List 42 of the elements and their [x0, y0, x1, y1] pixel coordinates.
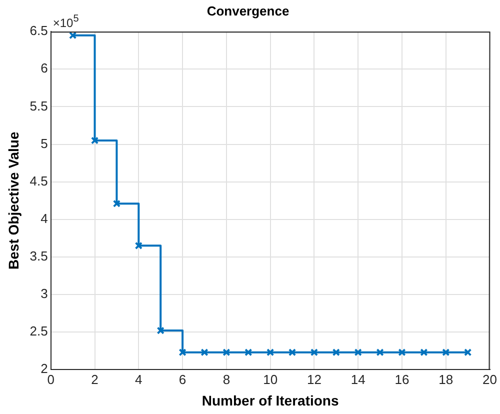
- point: [354, 348, 362, 356]
- x-axis-title: Number of Iterations: [202, 392, 339, 408]
- x-tick-label: 6: [178, 372, 186, 387]
- x-tick-label: 12: [306, 372, 322, 387]
- x-tick-label: 10: [263, 372, 278, 387]
- x-tick-label: 4: [135, 372, 142, 387]
- point: [266, 348, 274, 356]
- point: [420, 348, 428, 356]
- point: [178, 348, 186, 356]
- point: [376, 348, 384, 356]
- point: [398, 348, 406, 356]
- point: [222, 348, 230, 356]
- y-tick-label: 3.5: [30, 248, 48, 264]
- y-tick-label: 5: [40, 136, 48, 151]
- y-tick-label: 6.5: [30, 23, 48, 38]
- x-tick-label: 8: [222, 372, 230, 387]
- x-tick-label: 2: [91, 372, 98, 387]
- x-tick-label: 14: [350, 372, 366, 387]
- chart-title: Convergence: [206, 3, 290, 18]
- y-tick-label: 2: [40, 361, 48, 376]
- point: [112, 200, 121, 208]
- y-tick-label: 5.5: [30, 98, 48, 114]
- point: [464, 348, 472, 356]
- x-tick-label: 18: [438, 372, 454, 387]
- y-axis-title: Best Objective Value: [5, 132, 22, 270]
- y-tick-label: 4.5: [30, 173, 48, 188]
- point: [310, 348, 318, 356]
- point: [90, 136, 99, 144]
- point: [332, 348, 340, 356]
- point: [244, 348, 252, 356]
- point: [288, 348, 296, 356]
- y-tick-label: 6: [40, 60, 48, 76]
- x-tick-label: 20: [482, 372, 498, 387]
- x-tick-label: 16: [394, 372, 410, 387]
- y-tick-label: 3: [40, 286, 48, 302]
- point: [134, 242, 142, 250]
- x-tick-label: 0: [47, 372, 54, 387]
- point: [200, 348, 208, 356]
- y-tick-label: 4: [40, 210, 48, 226]
- y-tick-label: 2.5: [30, 324, 48, 339]
- point: [442, 348, 450, 356]
- point: [156, 326, 164, 334]
